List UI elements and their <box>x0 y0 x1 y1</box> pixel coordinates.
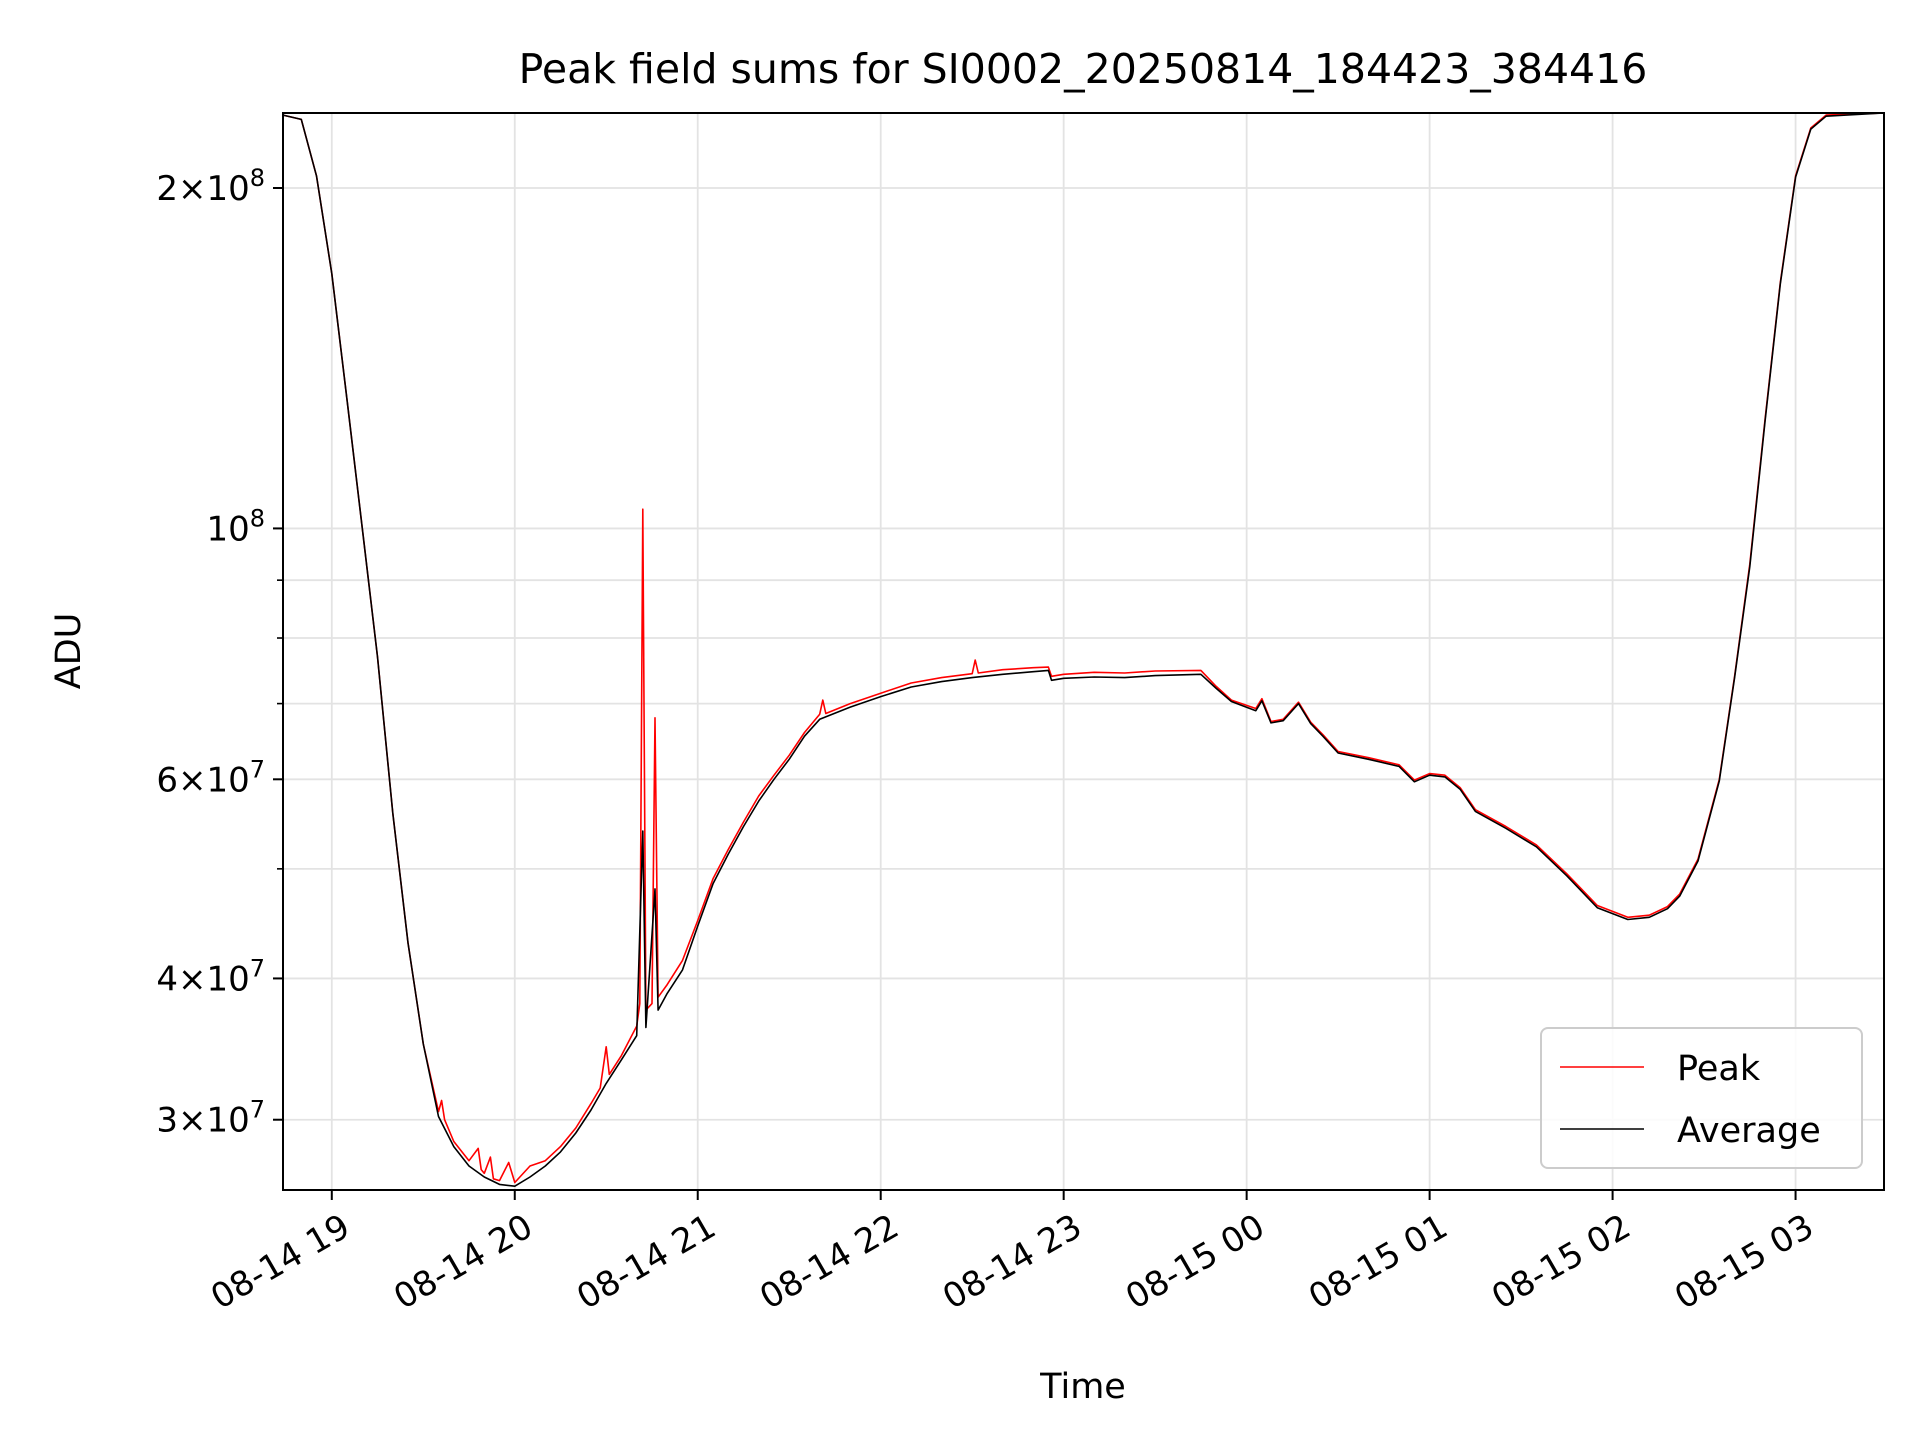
chart-title: Peak field sums for SI0002_20250814_1844… <box>519 45 1648 93</box>
plot-frame <box>282 112 1885 1191</box>
legend-box <box>1540 1027 1863 1169</box>
legend-label-average: Average <box>1677 1111 1821 1151</box>
y-tick-label: 4×107 <box>156 954 265 999</box>
y-axis-label: ADU <box>49 613 89 690</box>
y-tick-label: 108 <box>206 504 265 549</box>
series-line-average <box>282 112 1885 1187</box>
x-axis-label: Time <box>1039 1367 1126 1407</box>
gridlines <box>283 113 1884 1190</box>
y-tick-label: 2×108 <box>156 164 265 209</box>
series-line-peak <box>282 112 1885 1184</box>
y-tick-label: 6×107 <box>156 755 265 800</box>
y-tick-label: 3×107 <box>156 1096 265 1141</box>
legend: Peak Average <box>1540 1027 1863 1169</box>
plot-area <box>282 112 1885 1187</box>
legend-label-peak: Peak <box>1677 1049 1761 1089</box>
